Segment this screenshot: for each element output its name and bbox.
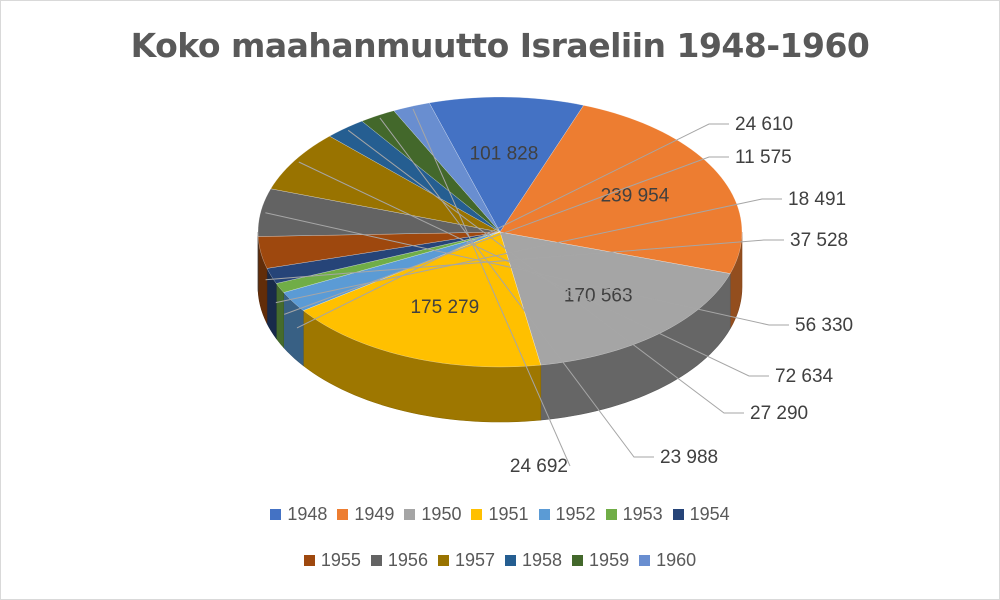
leader-line-1960 — [412, 108, 571, 467]
chart-title: Koko maahanmuutto Israeliin 1948-1960 — [130, 26, 870, 65]
legend-label-1951: 1951 — [488, 504, 529, 524]
data-label-1948: 101 828 — [470, 144, 539, 165]
legend-label-1952: 1952 — [555, 504, 596, 524]
data-label-1957: 72 634 — [775, 366, 834, 387]
leader-line-1953 — [284, 156, 729, 315]
legend-label-1958: 1958 — [522, 550, 563, 570]
legend-swatch-1949 — [337, 509, 349, 520]
legend-label-1957: 1957 — [454, 550, 495, 570]
data-label-1952: 24 610 — [735, 114, 793, 135]
legend-label-1950: 1950 — [421, 504, 462, 524]
leader-line-1957 — [298, 161, 769, 377]
data-label-1954: 18 491 — [788, 189, 846, 210]
data-label-1956: 56 330 — [795, 315, 853, 336]
legend-item-1954: 1954 — [672, 504, 730, 525]
legend-label-1954: 1954 — [689, 504, 730, 524]
legend-item-1951: 1951 — [471, 504, 529, 525]
legend-label-1960: 1960 — [656, 550, 697, 570]
pie-slice-1948 — [428, 96, 585, 233]
legend-item-1956: 1956 — [370, 550, 428, 571]
leader-line-1952 — [296, 123, 729, 329]
legend-label-1948: 1948 — [287, 504, 328, 524]
legend-swatch-1959 — [572, 555, 584, 566]
data-label-1950: 170 563 — [564, 285, 633, 306]
pie-slice-1960 — [393, 102, 501, 233]
legend-item-1949: 1949 — [337, 504, 394, 525]
pie-slice-1957 — [270, 135, 501, 233]
pie-slice-1955 — [257, 231, 501, 269]
legend-item-1959: 1959 — [572, 550, 629, 571]
legend-item-1958: 1958 — [505, 550, 562, 571]
data-labels: 101 828 239 954 170 563 175 279 24 610 11 575… — [265, 108, 853, 477]
data-label-1953: 11 575 — [735, 147, 792, 168]
legend-swatch-1951 — [471, 509, 483, 520]
legend-swatch-1952 — [538, 509, 550, 520]
data-label-1951: 175 279 — [410, 297, 479, 318]
pie-slice-1959 — [361, 110, 501, 233]
legend-item-1955: 1955 — [303, 550, 361, 571]
legend-swatch-1960 — [639, 555, 651, 566]
legend-label-1949: 1949 — [354, 504, 395, 524]
legend-label-1955: 1955 — [320, 550, 361, 570]
data-label-1958: 27 290 — [750, 403, 808, 424]
legend-row-2: 1955 1956 1957 1958 1959 1960 — [0, 550, 1000, 571]
legend-label-1959: 1959 — [589, 550, 630, 570]
leader-line-1959 — [379, 117, 654, 458]
legend-swatch-1954 — [672, 509, 684, 520]
pie-slice-1950 — [499, 231, 731, 366]
legend-item-1960: 1960 — [639, 550, 696, 571]
pie-side-1953 — [275, 282, 284, 349]
leader-line-1955 — [265, 239, 784, 281]
pie-top — [257, 96, 743, 368]
legend-swatch-1955 — [303, 555, 315, 566]
legend-swatch-1958 — [505, 555, 516, 566]
legend-swatch-1956 — [370, 555, 382, 566]
pie-slice-1952 — [283, 231, 501, 311]
data-label-1955: 37 528 — [790, 230, 848, 251]
leader-line-1954 — [275, 198, 782, 304]
data-label-1960: 24 692 — [510, 456, 568, 477]
legend-swatch-1957 — [437, 555, 449, 566]
legend-row-1: 1948 1949 1950 1951 1952 1953 1954 — [0, 504, 1000, 525]
legend-item-1950: 1950 — [404, 504, 461, 525]
pie-slice-1951 — [302, 231, 542, 368]
legend-label-1953: 1953 — [622, 504, 663, 524]
leader-line-1956 — [265, 212, 789, 326]
data-label-1949: 239 954 — [601, 185, 670, 206]
leader-line-1958 — [347, 129, 744, 414]
data-label-1959: 23 988 — [660, 447, 718, 468]
legend-swatch-1950 — [404, 509, 416, 520]
legend-item-1953: 1953 — [605, 504, 663, 525]
legend-swatch-1953 — [605, 509, 617, 520]
legend-item-1948: 1948 — [270, 504, 327, 525]
legend-item-1952: 1952 — [538, 504, 596, 525]
legend-swatch-1948 — [270, 509, 282, 520]
legend-label-1956: 1956 — [387, 550, 428, 570]
legend-item-1957: 1957 — [437, 550, 495, 571]
